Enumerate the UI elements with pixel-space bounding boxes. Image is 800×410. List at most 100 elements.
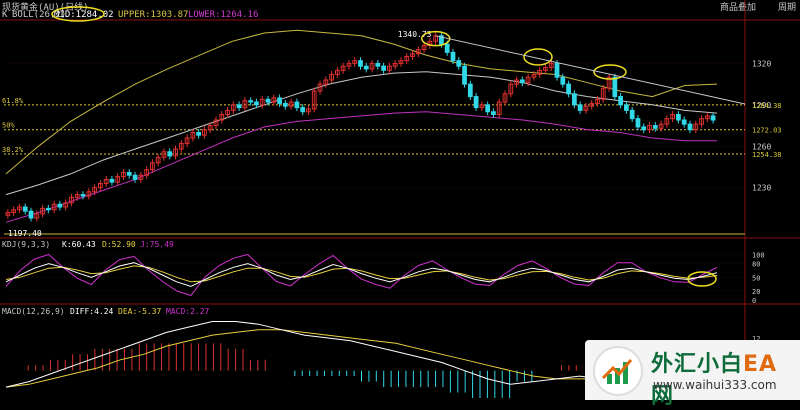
candle-body bbox=[439, 35, 444, 45]
candle-body bbox=[571, 93, 577, 106]
main-y-tick-label: 1320 bbox=[752, 59, 771, 68]
fib-level-value-label: 1284.38 bbox=[752, 102, 782, 110]
watermark-logo-icon bbox=[593, 346, 643, 396]
candle-body bbox=[415, 49, 421, 55]
candle-body bbox=[554, 62, 560, 78]
candle-body bbox=[404, 56, 410, 62]
candle-body bbox=[150, 162, 155, 171]
main-y-tick-label: 1230 bbox=[752, 184, 771, 193]
fib-level-label: 50% bbox=[2, 122, 15, 130]
candle-body bbox=[577, 104, 583, 111]
candle-body bbox=[525, 76, 531, 84]
candle-body bbox=[676, 114, 681, 121]
chart-canvas[interactable]: 1320 1290 1260 1230 61.8% 1284.38 50% 1272.03 38… bbox=[0, 0, 800, 400]
candle-body bbox=[126, 171, 132, 176]
candle-body bbox=[381, 65, 386, 71]
candle-body bbox=[22, 206, 28, 212]
candle-body bbox=[531, 73, 537, 78]
kdj-k-readout: K:60.43 bbox=[62, 240, 96, 249]
candle-body bbox=[225, 109, 230, 116]
candle-body bbox=[624, 104, 629, 111]
candle-body bbox=[306, 108, 311, 113]
kdj-y-tick-label: 80 bbox=[752, 261, 760, 269]
candle-body bbox=[230, 104, 236, 111]
candle-body bbox=[514, 79, 519, 85]
mid-readout: MID:1284.02 bbox=[54, 10, 114, 20]
candle-body bbox=[40, 207, 45, 215]
main-y-tick-label: 1290 bbox=[752, 101, 771, 110]
annotation-circle bbox=[523, 48, 553, 66]
boll-mid-line bbox=[5, 71, 718, 196]
candle-body bbox=[369, 62, 375, 70]
fib-level-label: 61.8% bbox=[2, 97, 24, 105]
candle-body bbox=[329, 73, 334, 81]
candle-body bbox=[213, 119, 219, 127]
candle-body bbox=[710, 115, 716, 121]
candle-body bbox=[103, 178, 109, 185]
candle-body bbox=[699, 118, 704, 125]
candle-body bbox=[410, 53, 415, 58]
kdj-j-line bbox=[5, 253, 718, 297]
candle-body bbox=[173, 148, 178, 157]
candle-body bbox=[282, 102, 288, 107]
candle-body bbox=[63, 202, 69, 208]
candle-body bbox=[294, 101, 300, 109]
candle-body bbox=[340, 65, 346, 71]
candle-body bbox=[265, 98, 271, 103]
candle-body bbox=[704, 115, 710, 120]
macd-label: MACD(12,26,9) bbox=[2, 307, 65, 316]
candle-body bbox=[271, 97, 277, 103]
main-y-tick-label: 1260 bbox=[752, 142, 771, 151]
watermark-url: www.waihui333.com bbox=[653, 378, 777, 392]
candle-body bbox=[219, 114, 225, 121]
mid-readout-circle bbox=[51, 6, 105, 22]
fib-level-label: 38.2% bbox=[2, 146, 24, 154]
candle-body bbox=[5, 212, 11, 216]
candle-body bbox=[178, 142, 184, 150]
candle-body bbox=[421, 44, 427, 51]
candle-body bbox=[595, 98, 600, 104]
watermark-title-ea: EA bbox=[743, 352, 778, 377]
candle-body bbox=[606, 76, 612, 89]
candle-body bbox=[519, 79, 525, 84]
candle-body bbox=[277, 97, 282, 104]
watermark: 外汇小白EA网 www.waihui333.com bbox=[585, 340, 800, 409]
candle-body bbox=[670, 114, 676, 120]
candle-body bbox=[681, 119, 687, 125]
candle-body bbox=[612, 76, 618, 98]
candle-body bbox=[467, 83, 473, 98]
candle-body bbox=[652, 125, 658, 129]
candle-body bbox=[121, 171, 126, 178]
candle-body bbox=[392, 62, 398, 67]
candle-body bbox=[548, 62, 554, 69]
indicator-letter: K bbox=[2, 10, 8, 20]
fib-level-value-label: 1254.38 bbox=[752, 151, 782, 159]
candle-body bbox=[641, 126, 647, 131]
candle-body bbox=[155, 156, 161, 164]
low-annotation-label: 1197.40 bbox=[8, 229, 42, 238]
candle-body bbox=[600, 87, 606, 100]
kdj-j-readout: J:75.49 bbox=[140, 240, 174, 249]
fib-level-value-label: 1272.03 bbox=[752, 127, 782, 135]
high-annotation-label: 1340.73 bbox=[398, 30, 432, 39]
candle-body bbox=[566, 83, 571, 95]
annotation-circle bbox=[593, 64, 627, 80]
candle-body bbox=[444, 43, 450, 53]
candle-body bbox=[363, 65, 369, 70]
candle-body bbox=[207, 125, 213, 131]
period-button[interactable]: 周期 bbox=[778, 3, 797, 13]
macd-diff-readout: DIFF:4.24 bbox=[70, 307, 114, 316]
candle-body bbox=[635, 118, 641, 128]
candle-body bbox=[618, 96, 623, 106]
candle-body bbox=[311, 90, 317, 110]
kdj-annotation-circle bbox=[687, 271, 717, 287]
overlay-commodity-button[interactable]: 商品叠加 bbox=[720, 3, 757, 13]
candle-body bbox=[664, 118, 670, 125]
candle-body bbox=[462, 65, 467, 85]
watermark-title: 外汇小白EA网 bbox=[651, 346, 800, 410]
candle-body bbox=[543, 67, 548, 71]
candle-body bbox=[334, 69, 340, 75]
watermark-title-prefix: 外汇小白 bbox=[651, 352, 744, 377]
candle-body bbox=[508, 83, 514, 95]
candle-body bbox=[583, 105, 589, 111]
